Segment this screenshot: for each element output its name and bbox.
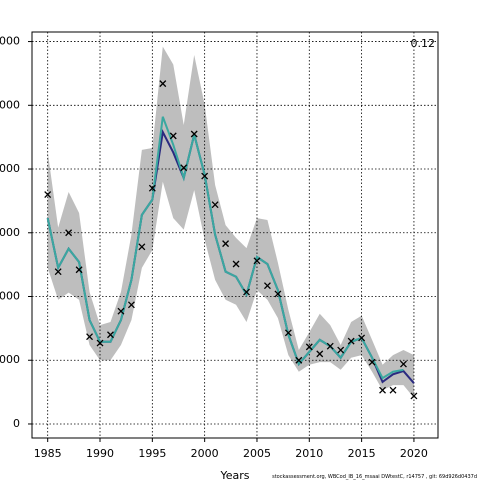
observation — [96, 339, 104, 347]
y-tick-label: 10000 — [0, 353, 20, 366]
observation — [159, 80, 167, 88]
observation — [44, 191, 52, 198]
observation — [86, 333, 94, 341]
observation — [127, 301, 135, 309]
observation — [148, 184, 156, 192]
observation — [117, 307, 125, 315]
plot-frame — [31, 31, 439, 439]
x-tick-label: 2010 — [295, 447, 323, 460]
observation — [190, 130, 198, 138]
footer: stockassessment.org, WBCod_IB_16_msaai D… — [272, 474, 477, 480]
observation — [263, 282, 271, 290]
observation — [222, 240, 230, 248]
x-tick-label: 2005 — [243, 447, 271, 460]
observation — [316, 350, 324, 358]
observation — [347, 337, 355, 345]
observation — [180, 164, 188, 172]
x-tick-label: 1985 — [34, 447, 62, 460]
observation — [295, 356, 303, 364]
y-tick-label: 0 — [13, 417, 20, 430]
y-tick-label: 60000 — [0, 35, 20, 48]
observation — [326, 342, 334, 350]
observation — [138, 243, 146, 251]
x-tick-label: 2015 — [348, 447, 376, 460]
observation — [232, 260, 240, 268]
observation — [54, 268, 62, 276]
confidence-band — [47, 46, 414, 398]
observation — [410, 392, 418, 400]
observation — [253, 257, 261, 265]
line — [46, 116, 404, 380]
observation — [65, 229, 73, 237]
x-tick-label: 2020 — [400, 447, 428, 460]
y-tick-label: 30000 — [0, 226, 20, 239]
observation — [379, 386, 387, 394]
observation — [400, 360, 407, 368]
y-tick-label: 20000 — [0, 290, 20, 303]
observation — [274, 290, 282, 298]
y-tick-label: 50000 — [0, 98, 20, 111]
x-axis-label: Years — [219, 469, 249, 480]
observation — [389, 386, 397, 394]
observation — [284, 329, 292, 337]
x-tick-label: 2000 — [191, 447, 219, 460]
observation — [337, 346, 345, 354]
observation — [107, 331, 114, 339]
observation — [75, 266, 83, 274]
x-tick-label: 1995 — [138, 447, 166, 460]
observation — [211, 201, 219, 209]
observation — [368, 358, 376, 366]
observation — [169, 132, 177, 140]
observation — [201, 172, 209, 180]
x-tick-label: 1990 — [86, 447, 114, 460]
y-tick-label: 40000 — [0, 162, 20, 175]
observation — [358, 334, 366, 342]
observation — [305, 343, 313, 351]
observation — [243, 288, 250, 296]
annotation: 0.12 — [411, 37, 436, 50]
